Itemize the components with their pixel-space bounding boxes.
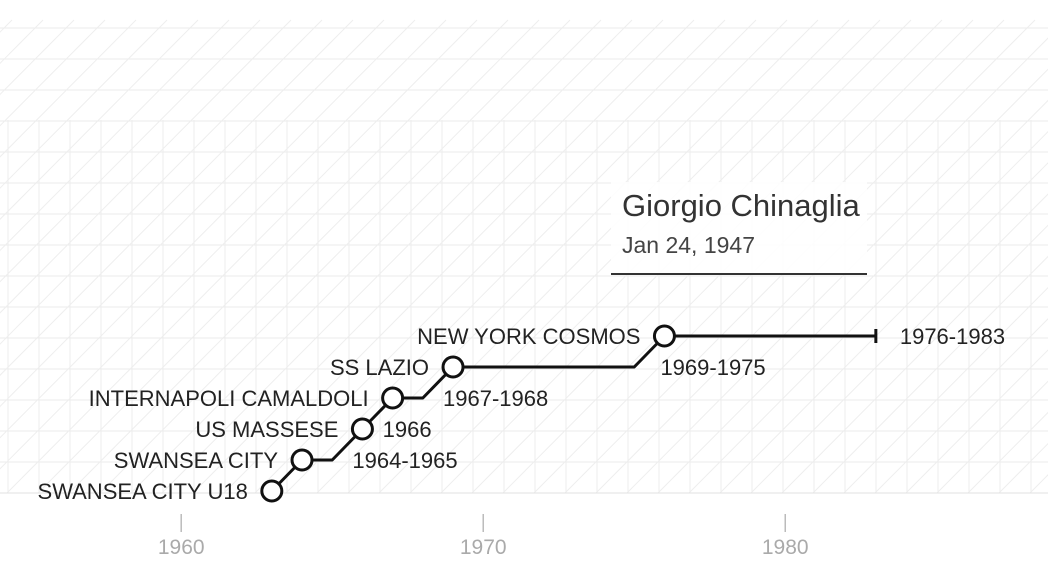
club-marker[interactable] [381,386,405,410]
player-info-background [611,182,867,274]
grid-diagonal-line [998,442,1048,494]
x-axis: 1960 1970 1980 [158,514,809,559]
club-period-label: 1976-1983 [900,324,1005,349]
grid-diagonal-line [812,255,1048,494]
grid-diagonal-line [285,19,757,494]
grid-diagonal-line [161,19,633,494]
grid-diagonal-line [719,162,1048,494]
club-name-label: NEW YORK COSMOS [417,324,640,349]
club-name-label: SWANSEA CITY U18 [38,479,248,504]
grid-diagonal-line [192,19,664,494]
grid-diagonal-line [254,19,726,494]
grid-diagonal-line [874,318,1048,494]
background-grid-pattern [0,19,1048,494]
grid-diagonal-line [0,19,447,470]
club-period-label: 1967-1968 [443,386,548,411]
player-birth-date: Jan 24, 1947 [622,232,755,258]
x-tick-label: 1980 [762,536,809,559]
club-marker[interactable] [441,355,465,379]
club-name-label: US MASSESE [195,417,338,442]
x-tick-label: 1970 [460,536,507,559]
grid-diagonal-line [688,130,1048,494]
grid-diagonal-line [936,380,1048,494]
grid-diagonal-line [843,286,1048,494]
grid-diagonal-line [0,19,230,252]
club-marker[interactable] [260,479,284,503]
x-tick-label: 1960 [158,536,205,559]
grid-diagonal-line [0,19,199,220]
club-name-label: SWANSEA CITY [114,448,279,473]
player-name: Giorgio Chinaglia [622,188,861,223]
grid-diagonal-line [316,19,788,494]
grid-diagonal-line [68,19,540,494]
club-marker[interactable] [350,417,374,441]
grid-diagonal-line [0,19,75,96]
grid-diagonal-line [37,19,509,494]
club-marker[interactable] [290,448,314,472]
grid-diagonal-line [0,19,137,158]
club-name-label: INTERNAPOLI CAMALDOLI [89,386,369,411]
club-marker[interactable] [652,324,676,348]
grid-diagonal-line [223,19,695,494]
club-period-label: 1969-1975 [660,355,765,380]
club-period-label: 1964-1965 [352,448,457,473]
club-labels: SWANSEA CITY U18 SWANSEA CITY 1964-1965 US … [38,324,1006,504]
player-info-box: Giorgio Chinaglia Jan 24, 1947 [611,182,867,275]
grid-diagonal-line [0,19,106,127]
grid-diagonal-line [967,411,1048,494]
grid-diagonal-line [0,19,44,64]
grid-diagonal-line [0,19,385,408]
grid-diagonal-line [0,19,323,345]
club-name-label: SS LAZIO [330,355,429,380]
grid-diagonal-line [905,349,1048,494]
grid-diagonal-line [6,19,478,494]
grid-diagonal-line [781,224,1048,494]
grid-diagonal-line [99,19,571,494]
grid-diagonal-line [347,19,819,494]
grid-diagonal-line [0,19,416,439]
grid-diagonal-line [0,19,292,314]
grid-diagonal-line [750,193,1048,494]
grid-diagonal-line [0,19,261,283]
club-markers [260,324,676,503]
grid-diagonal-line [0,19,354,376]
club-period-label: 1966 [383,417,432,442]
grid-diagonal-line [0,19,168,189]
grid-diagonal-line [0,19,13,33]
grid-diagonal-line [657,99,1048,494]
grid-diagonal-line [130,19,602,494]
